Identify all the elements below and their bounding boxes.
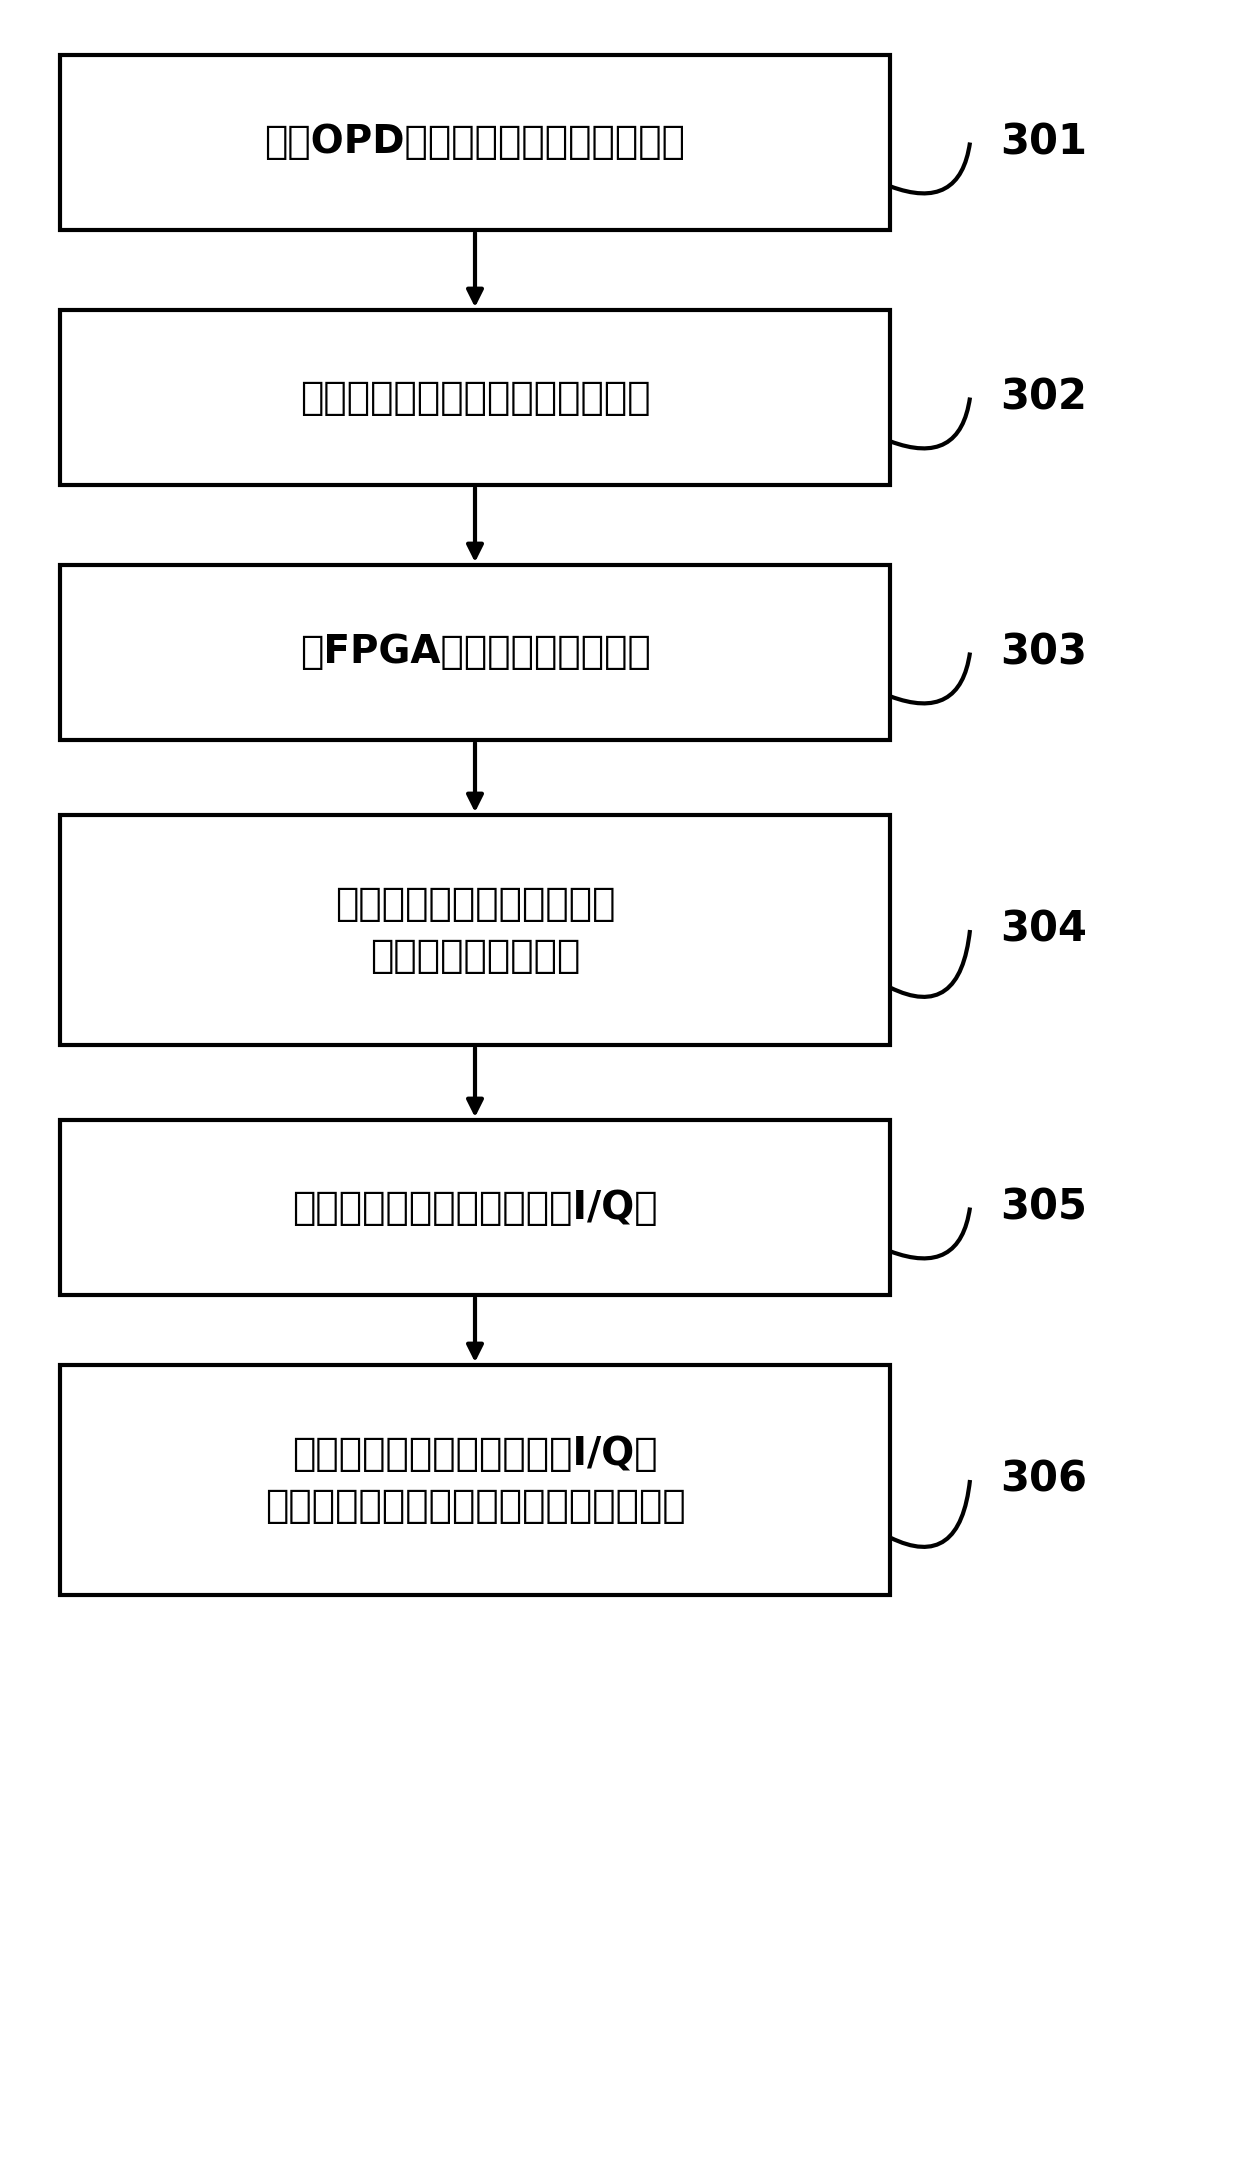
Bar [60,1120,890,1296]
Text: 306: 306 [999,1458,1087,1502]
Bar [60,54,890,230]
Text: 读取接收的反馈训练序列的I/Q值: 读取接收的反馈训练序列的I/Q值 [293,1188,657,1227]
Text: 305: 305 [999,1188,1087,1229]
Text: 304: 304 [999,908,1087,951]
Bar [60,1365,890,1595]
Text: 302: 302 [999,377,1087,418]
Text: 发送预先设置的训练序列，
并接收反馈训练序列: 发送预先设置的训练序列， 并接收反馈训练序列 [335,884,615,975]
Bar [60,815,890,1044]
Text: 303: 303 [999,631,1087,674]
Bar [60,310,890,485]
Text: 选择OPD的通道和该通道的有效载波: 选择OPD的通道和该通道的有效载波 [264,124,686,163]
Text: 根据接收的反馈训练序列的I/Q值
和预设的下行通道检测值计算前向功率值: 根据接收的反馈训练序列的I/Q值 和预设的下行通道检测值计算前向功率值 [264,1435,686,1526]
Text: 对有效载波进行训练序列触发使能: 对有效载波进行训练序列触发使能 [300,379,650,416]
Text: 向FPGA配置通道和有效载波: 向FPGA配置通道和有效载波 [300,633,651,672]
Bar [60,566,890,739]
Text: 301: 301 [999,121,1087,163]
